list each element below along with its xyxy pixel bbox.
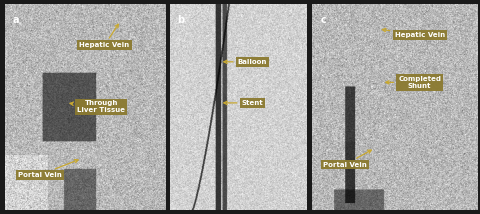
Text: a: a	[13, 15, 19, 25]
Text: Portal Vein: Portal Vein	[18, 160, 78, 178]
Text: Hepatic Vein: Hepatic Vein	[79, 24, 130, 48]
Text: Completed
Shunt: Completed Shunt	[386, 76, 441, 89]
Text: Hepatic Vein: Hepatic Vein	[383, 28, 444, 38]
Text: Stent: Stent	[224, 100, 264, 106]
Text: Portal Vein: Portal Vein	[323, 150, 371, 168]
Text: Through
Liver Tissue: Through Liver Tissue	[70, 101, 125, 113]
Text: c: c	[320, 15, 326, 25]
Text: b: b	[177, 15, 184, 25]
Text: Balloon: Balloon	[224, 59, 267, 65]
